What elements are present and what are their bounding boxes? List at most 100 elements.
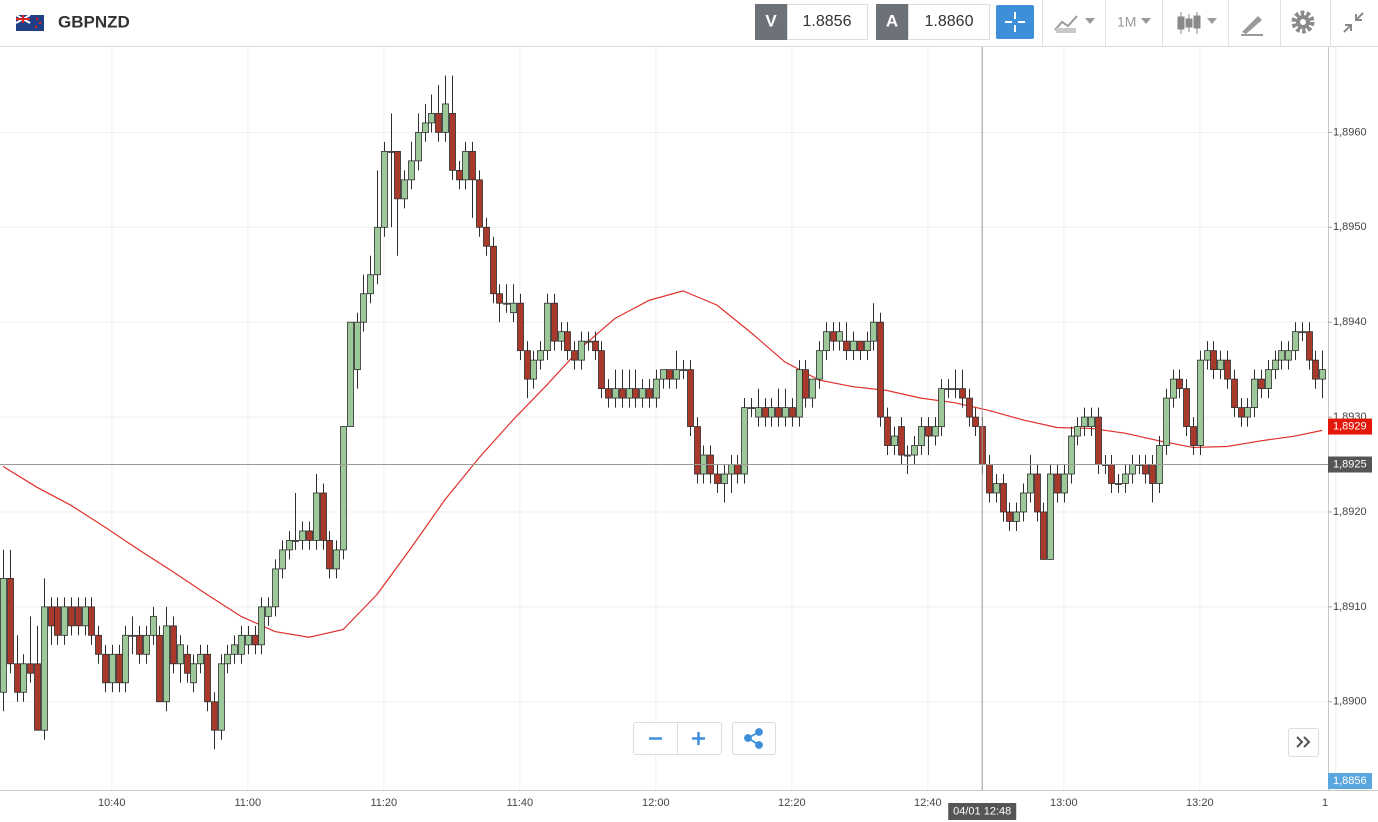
candle-body [190, 663, 197, 684]
candle-body [1319, 369, 1326, 380]
candle-body [605, 388, 612, 399]
candle-body [1115, 483, 1122, 485]
x-tick-label: 12:00 [642, 797, 670, 809]
timeframe-button[interactable]: 1M [1117, 14, 1151, 30]
candle-body [20, 663, 27, 693]
x-tick-label: 12:40 [914, 797, 942, 809]
candle-body [354, 321, 361, 371]
candle-body [1265, 369, 1272, 390]
candle-body [721, 473, 728, 484]
scroll-right-button[interactable] [1288, 728, 1319, 757]
candle-body [272, 568, 279, 608]
candle-body [245, 634, 252, 646]
share-button[interactable] [732, 722, 776, 755]
candle-body [1013, 511, 1020, 522]
candle-body [483, 226, 490, 247]
candle-body [449, 113, 456, 171]
candle-body [1142, 464, 1149, 475]
candle-body [122, 634, 129, 684]
candle-body [1027, 473, 1034, 494]
ask-box [908, 4, 990, 40]
share-icon [744, 728, 763, 749]
candle-body [1217, 359, 1224, 371]
moving-average-line [2, 290, 1323, 638]
last-price-box [1328, 418, 1372, 435]
chart-type-button[interactable] [1177, 12, 1217, 34]
candle-body [170, 625, 177, 665]
candle-body [469, 150, 476, 181]
x-tick-label: 10:40 [98, 797, 126, 809]
candle-body [197, 653, 204, 665]
candle-body [918, 426, 925, 446]
candle-body [1272, 359, 1279, 371]
zoom-in-button[interactable] [692, 732, 705, 745]
candle-body [1299, 331, 1306, 334]
candle-body [843, 340, 850, 352]
candle-body [388, 150, 395, 153]
candle-body [687, 369, 694, 427]
y-tick-label: 1,8950 [1333, 221, 1367, 233]
candle-body [156, 634, 163, 703]
candle-body [714, 473, 721, 484]
candle-body [925, 426, 932, 437]
candle-body [503, 302, 510, 305]
candle-body [367, 274, 374, 295]
candle-body [1190, 426, 1197, 446]
crosshair-price-label: 1,8925 [1333, 458, 1367, 470]
ask-price: 1.8860 [925, 13, 974, 30]
x-tick-label: 13:20 [1186, 797, 1214, 809]
candle-body [204, 653, 211, 703]
candle-body [911, 445, 918, 456]
candle-body [7, 577, 14, 665]
candle-body [789, 407, 796, 418]
settings-button[interactable] [1291, 10, 1315, 34]
candle-body [632, 388, 639, 399]
draw-button[interactable] [1241, 16, 1263, 36]
candle-body [741, 407, 748, 475]
candle-body [1068, 435, 1075, 475]
candle-body [490, 245, 497, 295]
candle-body [830, 331, 837, 342]
candle-body [1306, 331, 1313, 361]
candle-body [184, 653, 191, 674]
collapse-button[interactable] [1343, 12, 1364, 33]
candle-body [952, 388, 959, 391]
y-tick-label: 1,8920 [1333, 506, 1367, 518]
candle-body [163, 625, 170, 703]
candle-body [313, 492, 320, 541]
candle-body [428, 113, 435, 124]
price-axis: 1,89001,89101,89201,89301,89401,89501,89… [1328, 47, 1367, 790]
candle-body [748, 407, 755, 409]
candle-body [524, 350, 531, 380]
crosshair-time-label: 04/01 12:48 [953, 805, 1011, 817]
y-tick-label: 1,8940 [1333, 316, 1367, 328]
candle-body [61, 606, 68, 636]
candle-body [646, 388, 653, 399]
offscale-price-box [1328, 773, 1372, 789]
candle-body [306, 530, 313, 541]
candle-body [401, 179, 408, 200]
indicators-button[interactable] [1054, 15, 1095, 33]
time-axis: 10:40 11:00 11:20 11:40 12:00 12:20 12:40 13:00… [98, 797, 1350, 809]
candle-body [54, 606, 61, 636]
x-tick-label: 13:00 [1050, 797, 1078, 809]
candle-body [258, 606, 265, 646]
candle-body [496, 293, 503, 304]
candle-body [408, 160, 415, 181]
crosshair-price-box [1328, 456, 1372, 473]
candle-body [728, 464, 735, 475]
candle-body [442, 103, 449, 133]
candle-body [823, 331, 830, 352]
candle-body [877, 321, 884, 418]
ask-button[interactable] [876, 4, 908, 40]
candle-body [755, 407, 762, 418]
bid-price: 1.8856 [803, 13, 852, 30]
candle-body [836, 331, 843, 342]
x-tick-label: 13:40 [1322, 797, 1350, 809]
crosshair-button[interactable] [996, 5, 1034, 39]
candle-body [1197, 359, 1204, 446]
bid-button[interactable] [755, 4, 787, 40]
candle-body [666, 369, 673, 380]
candle-body [959, 388, 966, 399]
